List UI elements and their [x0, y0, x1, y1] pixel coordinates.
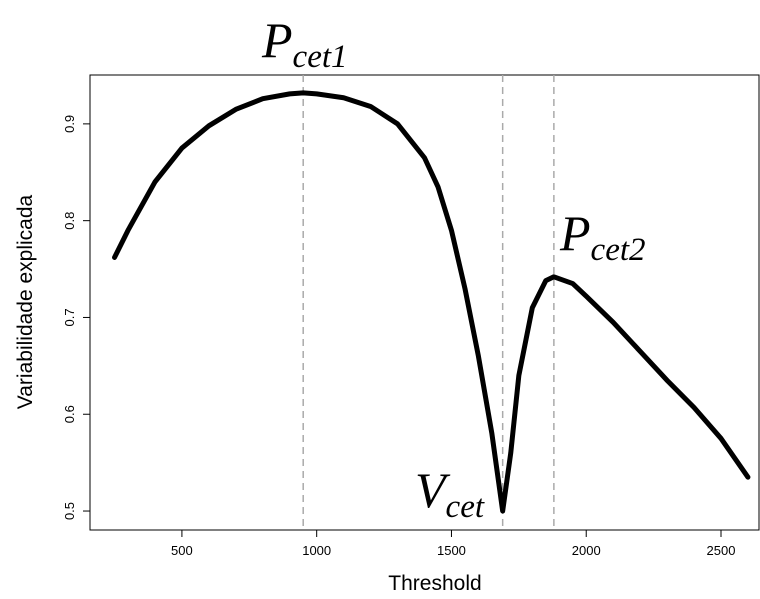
x-tick-label: 2000 [572, 543, 601, 558]
y-axis-title: Variabilidade explicada [14, 194, 37, 409]
y-tick-label: 0.9 [62, 115, 77, 133]
annotation-subscript: cet2 [591, 232, 646, 268]
x-tick-label: 500 [171, 543, 193, 558]
x-tick-label: 1500 [437, 543, 466, 558]
annotation-symbol: V [415, 462, 451, 518]
annotation-subscript: cet1 [293, 39, 348, 75]
x-axis-title: Threshold [388, 572, 481, 595]
annotation: Vcet [415, 462, 485, 525]
annotation-symbol: P [559, 205, 591, 261]
y-tick-label: 0.8 [62, 212, 77, 230]
annotation: Pcet1 [261, 12, 348, 75]
annotation-symbol: P [261, 12, 293, 68]
x-tick-label: 2500 [707, 543, 736, 558]
x-tick-label: 1000 [302, 543, 331, 558]
y-tick-label: 0.7 [62, 308, 77, 326]
annotation: Pcet2 [559, 205, 646, 268]
annotation-subscript: cet [446, 489, 485, 525]
y-tick-label: 0.5 [62, 502, 77, 520]
y-tick-label: 0.6 [62, 405, 77, 423]
data-line [112, 90, 751, 514]
plot-frame [89, 74, 760, 531]
